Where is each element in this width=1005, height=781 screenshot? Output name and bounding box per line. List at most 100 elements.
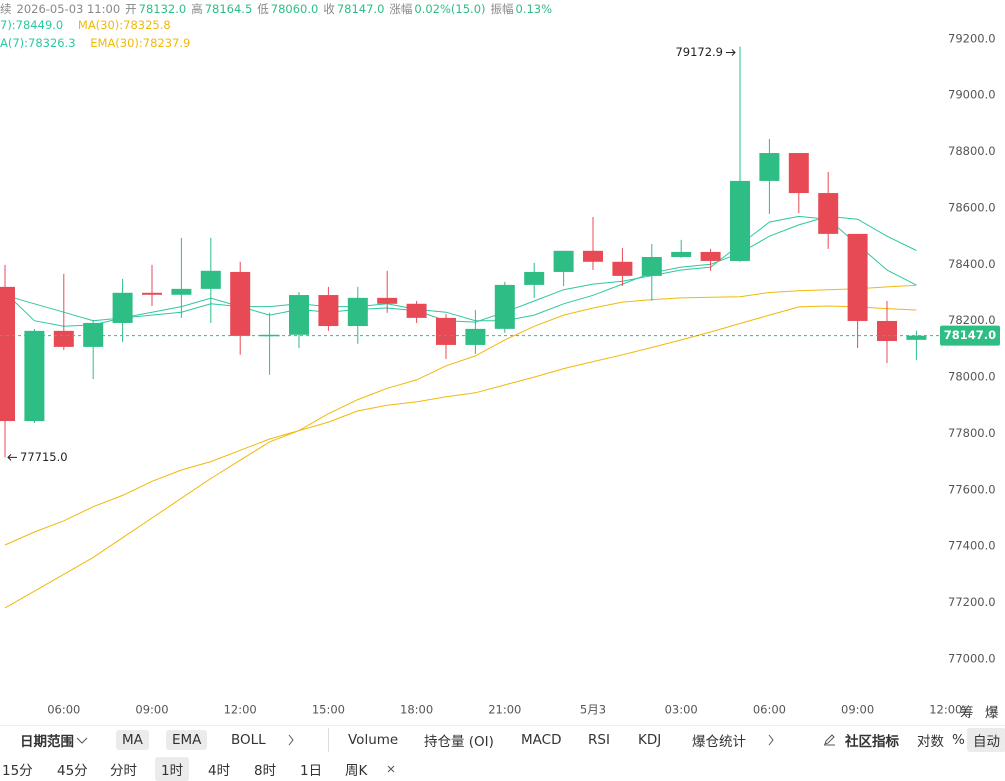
y-tick-label: 77400.0 <box>948 539 996 553</box>
scale-option[interactable]: % <box>952 732 965 748</box>
x-tick-label: 09:00 <box>841 703 874 717</box>
x-tick-label: 09:00 <box>135 703 168 717</box>
interval[interactable]: 周K <box>345 763 368 779</box>
interval[interactable]: 分时 <box>110 763 137 779</box>
candle-body <box>436 317 456 345</box>
indicator-tab[interactable]: RSI <box>588 732 610 748</box>
indicator-tab[interactable]: 爆仓统计 <box>692 734 746 750</box>
candle-body <box>289 295 309 335</box>
overlay-tab[interactable]: MA <box>116 730 149 750</box>
indicator-line <box>4 215 917 322</box>
scale-option[interactable]: 对数 <box>917 734 944 750</box>
candle-body <box>230 271 251 336</box>
candle-body <box>524 271 545 285</box>
separator <box>328 728 329 752</box>
header-text: 开 <box>125 2 137 16</box>
legend-entry: 7):78449.0 <box>0 18 64 32</box>
y-tick-label: 78400.0 <box>948 257 996 271</box>
header-text: 0.13% <box>515 2 553 16</box>
interval[interactable]: 8时 <box>254 763 277 779</box>
candle-body <box>847 233 868 321</box>
candle-body <box>347 297 368 327</box>
candle-body <box>700 251 721 261</box>
last-price-label: 78147.0 <box>944 328 996 342</box>
candle-body <box>818 193 839 234</box>
community-indicators[interactable]: 社区指标 <box>845 734 899 750</box>
interval[interactable]: 45分 <box>57 763 88 779</box>
header-text: 78060.0 <box>270 2 319 16</box>
candle-body <box>142 292 162 295</box>
annotation-label: 79172.9 <box>675 45 723 59</box>
interval[interactable]: 1时 <box>155 757 190 781</box>
last-price-box <box>940 325 1000 346</box>
candle-body <box>877 320 897 341</box>
header-text: 0.02%(15.0) <box>414 2 486 16</box>
more-icon[interactable] <box>767 734 775 746</box>
interval[interactable]: 4时 <box>208 763 231 779</box>
chart: 77000.0 77200.0 77400.0 77600.0 77800.0 78000… <box>0 31 1000 717</box>
candle-body <box>612 261 633 276</box>
indicator-tab[interactable]: MACD <box>521 732 562 748</box>
indicator-tab[interactable]: KDJ <box>638 732 662 748</box>
overlay-tab[interactable]: EMA <box>166 730 208 750</box>
indicator-line <box>4 284 917 609</box>
header-text: 振幅 <box>490 2 514 16</box>
candle-body <box>553 250 574 272</box>
header-text: 78164.5 <box>204 2 253 16</box>
candle-body <box>494 284 515 329</box>
side-tab[interactable]: 爆 <box>985 705 999 721</box>
legend-entry: A(7):78326.3 <box>0 36 76 50</box>
interval[interactable]: 1日 <box>300 763 323 779</box>
candle-body <box>171 288 192 295</box>
scale-option[interactable]: 自动 <box>967 728 1005 752</box>
candle-body <box>318 295 339 327</box>
header-text: 2026-05-03 11:00 <box>16 2 121 16</box>
candle-body <box>759 153 780 181</box>
candle-body <box>83 322 104 347</box>
y-tick-label: 77600.0 <box>948 482 996 496</box>
indicator-tab[interactable]: Volume <box>348 732 399 748</box>
interval[interactable]: 15分 <box>2 763 33 779</box>
candle-body <box>730 180 750 261</box>
y-tick-label: 77000.0 <box>948 651 996 665</box>
ema-legend: A(7):78326.3 EMA(30):78237.9 <box>0 36 195 50</box>
y-tick-label: 79000.0 <box>948 88 996 102</box>
more-icon[interactable] <box>287 734 295 746</box>
annotation-label: 77715.0 <box>20 450 68 464</box>
candle-body <box>259 334 280 337</box>
side-tab[interactable]: 筹 <box>960 705 974 721</box>
annotation-arrow <box>731 49 736 56</box>
candle-body <box>200 270 221 289</box>
x-tick-label: 06:00 <box>47 703 80 717</box>
legend-entry: MA(30):78325.8 <box>77 18 171 32</box>
x-tick-label: 5月3 <box>580 703 606 717</box>
close-icon[interactable] <box>386 764 396 774</box>
x-tick-label: 03:00 <box>665 703 698 717</box>
header-text: 收 <box>323 2 335 16</box>
x-tick-label: 15:00 <box>312 703 345 717</box>
chevron-icon <box>76 737 88 744</box>
x-tick-label: 18:00 <box>400 703 433 717</box>
candle-body <box>788 153 809 194</box>
candle-body <box>0 286 15 422</box>
y-tick-label: 78200.0 <box>948 313 996 327</box>
y-tick-label: 79200.0 <box>948 31 996 45</box>
x-tick-label: 12:00 <box>224 703 257 717</box>
header-text: 高 <box>191 2 203 16</box>
x-tick-label: 12:00 <box>929 703 962 717</box>
y-tick-label: 78000.0 <box>948 370 996 384</box>
legend-entry: EMA(30):78237.9 <box>90 36 191 50</box>
overlay-tab[interactable]: BOLL <box>231 732 266 748</box>
candle-body <box>465 328 486 345</box>
header-text: 续 <box>0 2 12 16</box>
date-range[interactable]: 日期范围 <box>20 734 74 750</box>
candle-body <box>906 335 927 340</box>
candle-body <box>24 330 45 422</box>
x-tick-label: 21:00 <box>488 703 521 717</box>
candle-body <box>406 303 427 318</box>
header-text: 78132.0 <box>138 2 187 16</box>
y-tick-label: 77200.0 <box>948 595 996 609</box>
indicator-tab[interactable]: 持仓量 (OI) <box>424 734 494 750</box>
y-tick-label: 78600.0 <box>948 200 996 214</box>
